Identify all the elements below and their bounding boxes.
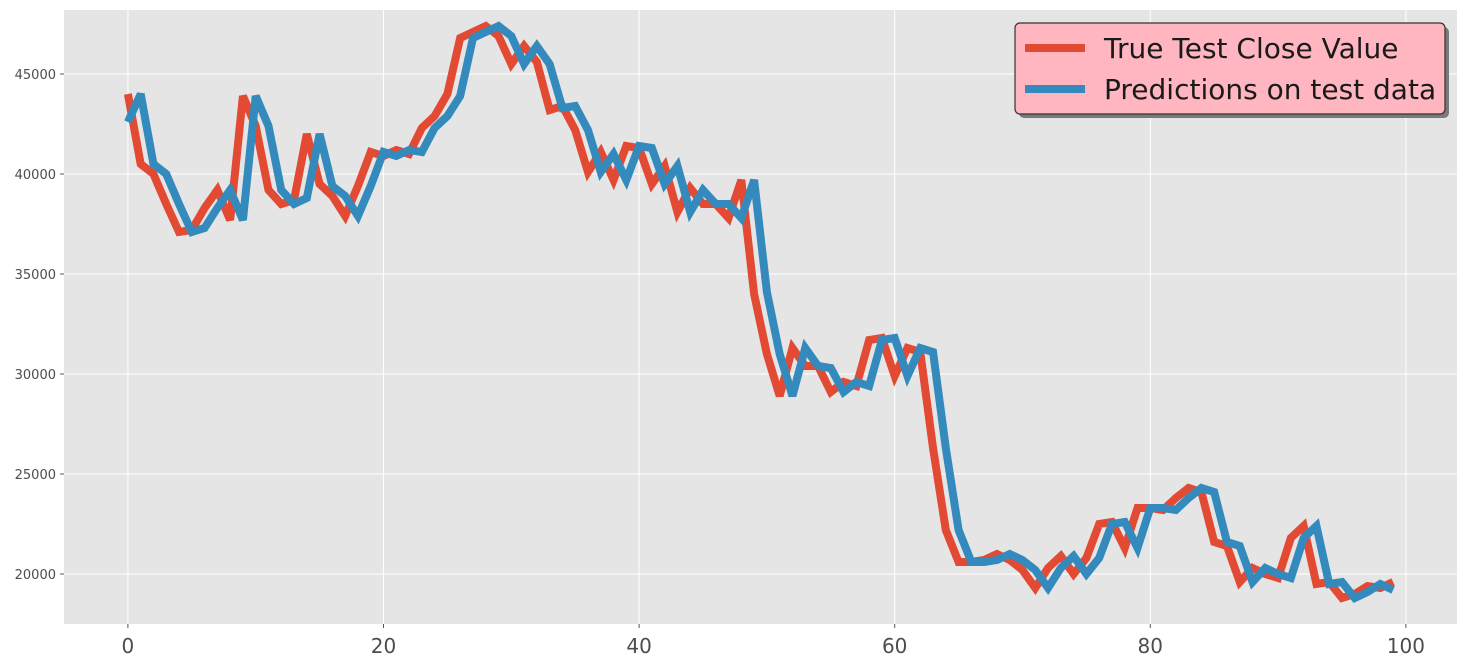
legend: True Test Close Value Predictions on tes… <box>1014 22 1449 118</box>
x-tick-label: 40 <box>626 634 651 658</box>
series-line-1 <box>124 21 1395 603</box>
x-tick-label: 100 <box>1387 634 1425 658</box>
y-tick-label: 25000 <box>15 468 56 483</box>
y-tick-label: 45000 <box>15 68 56 83</box>
y-tick-label: 20000 <box>15 568 56 583</box>
x-tick-label: 60 <box>882 634 907 658</box>
x-tick-label: 20 <box>371 634 396 658</box>
y-tick-label: 35000 <box>15 268 56 283</box>
legend-label-predictions: Predictions on test data <box>1104 73 1436 106</box>
legend-label-true-close: True Test Close Value <box>1103 32 1398 65</box>
series-layer <box>123 21 1395 603</box>
legend-box <box>1014 22 1446 115</box>
y-tick-label: 30000 <box>15 368 56 383</box>
axis-tick-labels: 20000 25000 30000 35000 40000 45000 0 20 40 60 80 1… <box>15 68 1425 658</box>
x-tick-label: 80 <box>1138 634 1163 658</box>
x-tick-label: 0 <box>122 634 135 658</box>
series-line-0 <box>123 21 1395 603</box>
y-tick-label: 40000 <box>15 168 56 183</box>
